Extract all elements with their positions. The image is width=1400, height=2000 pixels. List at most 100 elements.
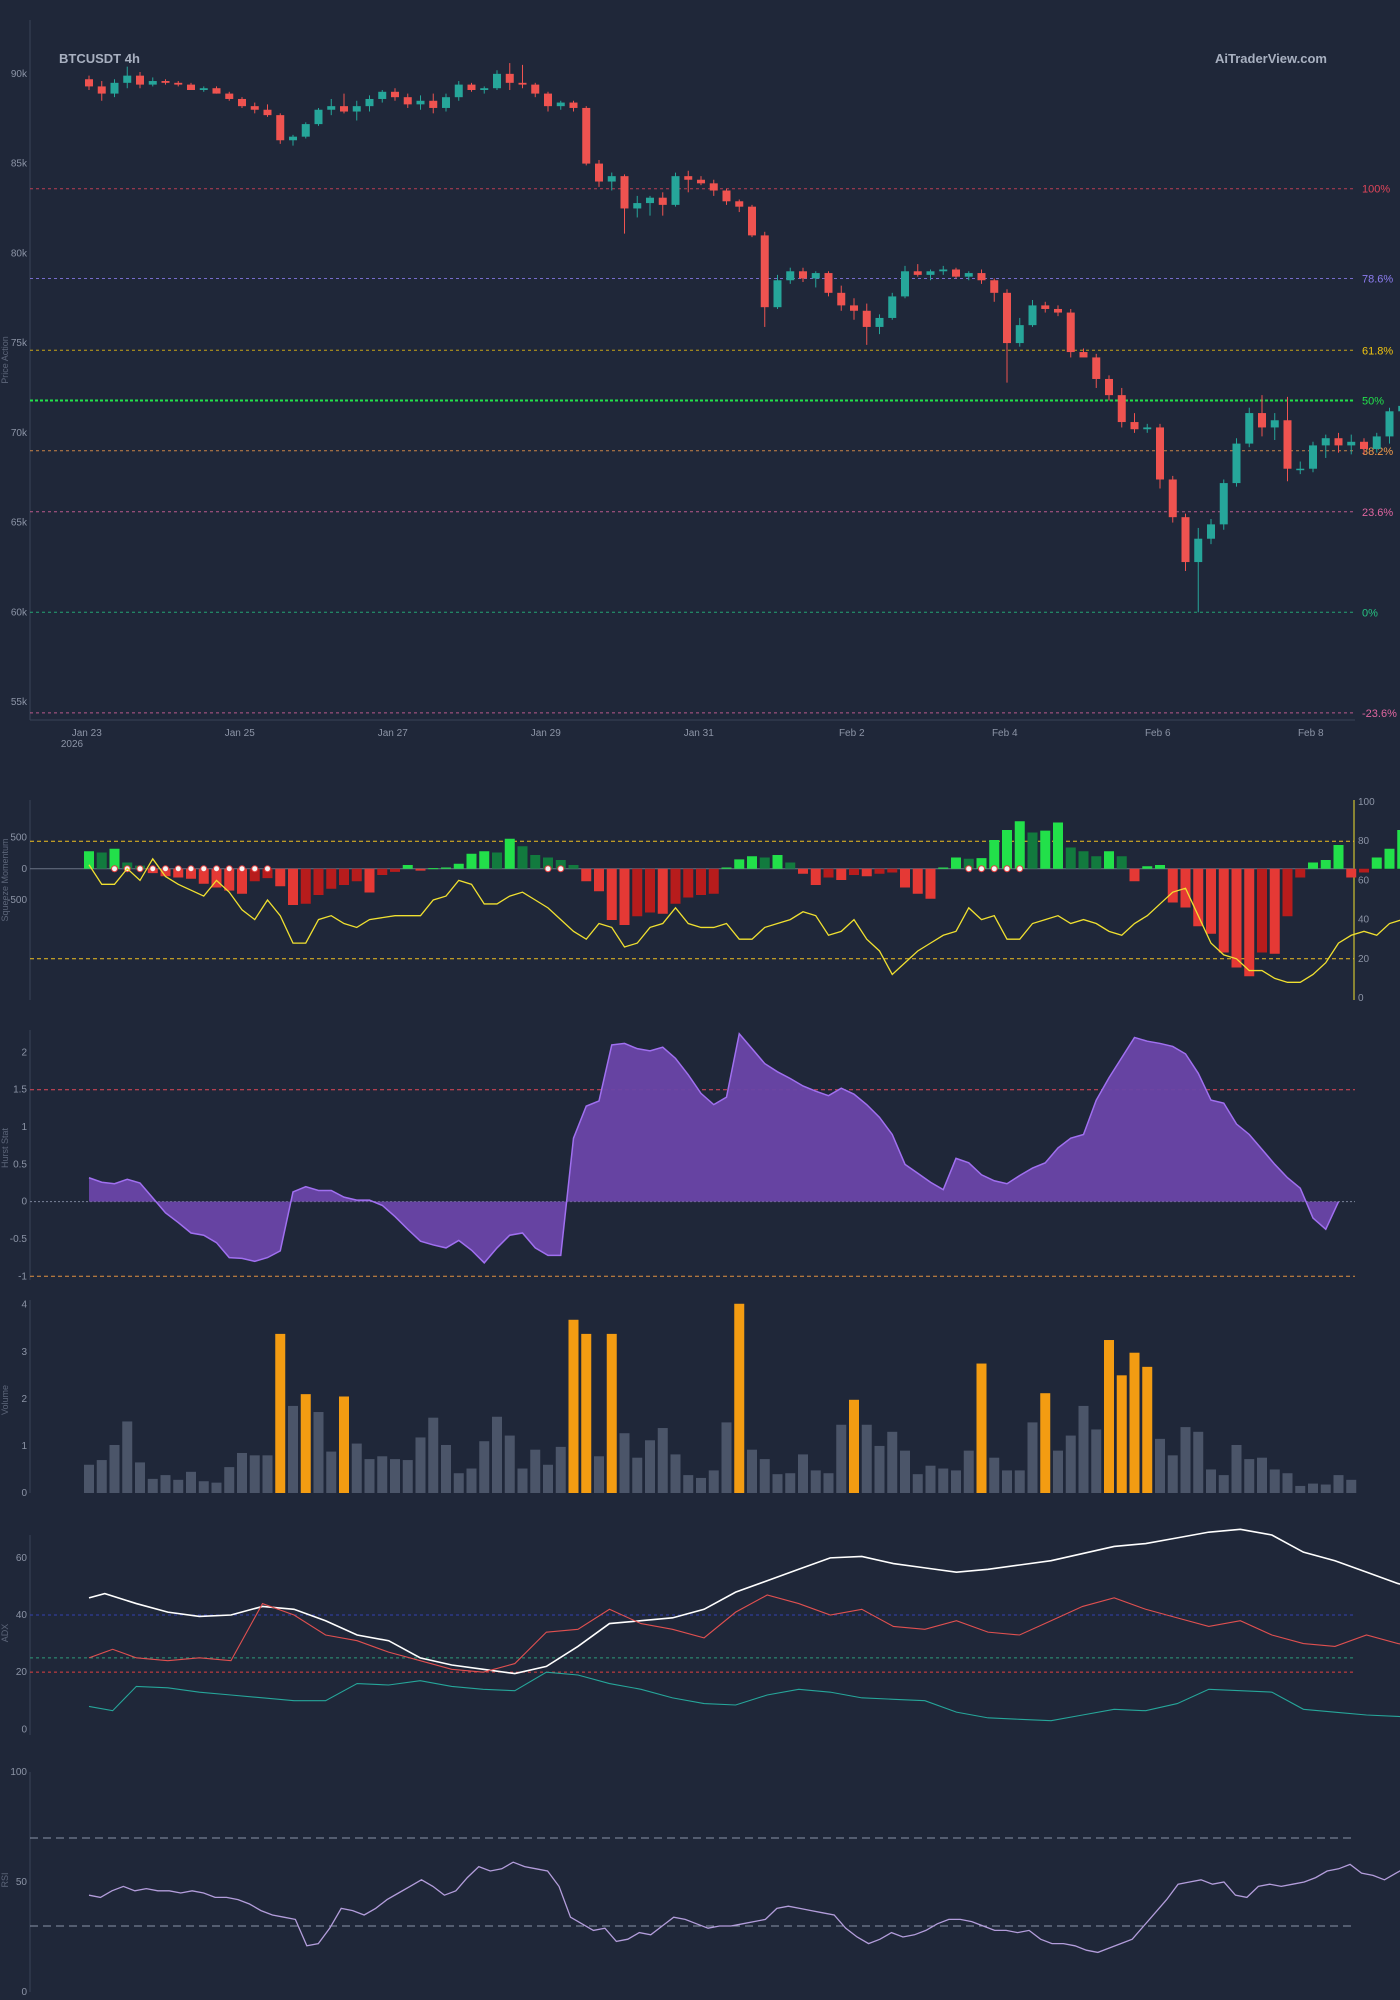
candle-body <box>1079 352 1088 358</box>
squeeze-dot <box>1016 865 1024 873</box>
candle-body <box>110 82 119 94</box>
momentum-bar <box>1218 868 1229 953</box>
momentum-bar <box>594 868 604 892</box>
candle-body <box>187 84 195 90</box>
squeeze-dot <box>965 865 973 873</box>
volume-bar <box>823 1473 834 1493</box>
x-tick-label: Jan 31 <box>684 728 714 739</box>
candle-body <box>1398 405 1400 412</box>
momentum-bar <box>810 868 821 885</box>
volume-ytick: 4 <box>21 1300 27 1311</box>
volume-panel: Volume 0 1 2 3 4 <box>0 1300 1357 1499</box>
price-ytick: 60k <box>11 607 28 618</box>
momentum-bar <box>581 868 592 882</box>
momentum-bar <box>925 868 936 899</box>
candle-body <box>1334 438 1343 446</box>
squeeze-dot <box>111 865 118 873</box>
candle-body <box>429 100 438 108</box>
candle-body <box>1105 378 1113 396</box>
momentum-bar <box>160 868 171 877</box>
squeeze-dot <box>978 865 985 873</box>
candle-body <box>1372 436 1381 449</box>
candle-body <box>1258 413 1266 428</box>
volume-bar <box>135 1462 145 1493</box>
di_plus-line <box>88 1671 1400 1722</box>
volume-bar <box>1346 1479 1357 1493</box>
hurst-ytick: -0.5 <box>10 1234 28 1245</box>
volume-bar <box>517 1468 528 1493</box>
x-tick-label: Feb 6 <box>1145 728 1171 739</box>
momentum-bar <box>1155 865 1165 869</box>
price-ytick: 80k <box>11 248 28 259</box>
squeeze-dot <box>213 865 220 873</box>
hurst-area <box>89 1033 1339 1263</box>
volume-bar <box>1040 1393 1051 1493</box>
price-ytick: 85k <box>11 159 28 170</box>
squeeze-dot <box>187 865 195 873</box>
volume-bar <box>734 1303 745 1493</box>
momentum-bar <box>1129 868 1140 882</box>
momentum-bar <box>912 868 923 894</box>
chart-title: BTCUSDT 4h <box>59 51 140 66</box>
momentum-bar <box>951 857 961 869</box>
volume-bar <box>1027 1422 1038 1493</box>
volume-bar <box>275 1333 286 1493</box>
candle-body <box>722 190 731 202</box>
candle-body <box>875 317 884 327</box>
candle-body <box>493 73 501 89</box>
candle-body <box>786 271 795 281</box>
volume-bar <box>989 1457 1000 1493</box>
rsi-ytick: 50 <box>16 1877 28 1888</box>
squeeze-dot <box>174 865 182 873</box>
candle-body <box>174 82 183 85</box>
momentum-bar <box>275 868 286 887</box>
candle-body <box>1143 427 1152 430</box>
candle-body <box>620 176 629 209</box>
candle-body <box>1054 308 1062 313</box>
candle-body <box>212 88 221 94</box>
x-year-label: 2026 <box>61 739 84 750</box>
momentum-bar <box>377 868 388 875</box>
momentum-bar <box>1116 856 1127 869</box>
volume-bar <box>619 1433 630 1493</box>
volume-bar <box>1155 1438 1165 1493</box>
volume-bar <box>122 1421 133 1493</box>
volume-bar <box>670 1454 681 1493</box>
volume-bar <box>160 1475 171 1493</box>
candle-body <box>1066 312 1075 353</box>
candle-body <box>148 81 157 85</box>
squeeze-dot <box>544 865 552 873</box>
price-ytick: 90k <box>11 69 28 80</box>
momentum-bar <box>1282 868 1293 917</box>
candle-body <box>289 136 297 141</box>
volume-bar <box>453 1473 464 1493</box>
momentum-bar <box>441 867 451 869</box>
volume-bar <box>976 1363 987 1493</box>
momentum-bar <box>326 868 337 889</box>
price-ylabel: Price Action <box>0 336 10 384</box>
fib-level-label: 50% <box>1362 396 1384 408</box>
volume-bar <box>479 1441 490 1493</box>
candle-body <box>136 75 144 85</box>
momentum-bar <box>224 868 235 891</box>
volume-bar <box>1282 1473 1293 1493</box>
candle-body <box>1028 305 1037 326</box>
volume-bar <box>645 1440 655 1493</box>
momentum-bar <box>530 855 541 869</box>
squeeze-dot <box>149 865 157 873</box>
squeeze-dot <box>1003 865 1011 873</box>
candle-body <box>607 176 616 182</box>
candle-body <box>505 73 514 83</box>
hurst-line <box>88 1032 1340 1264</box>
price-ytick: 55k <box>11 697 28 708</box>
candle-body <box>1385 411 1394 437</box>
hurst-ytick: -1 <box>18 1271 27 1282</box>
candle-body <box>862 310 871 327</box>
momentum-bar <box>823 868 834 878</box>
candle-body <box>926 271 935 275</box>
x-tick-label: Jan 23 <box>72 728 102 739</box>
candle-body <box>1181 517 1190 563</box>
volume-bar <box>683 1475 694 1493</box>
candle-body <box>952 269 960 277</box>
momentum-bar <box>492 852 502 869</box>
